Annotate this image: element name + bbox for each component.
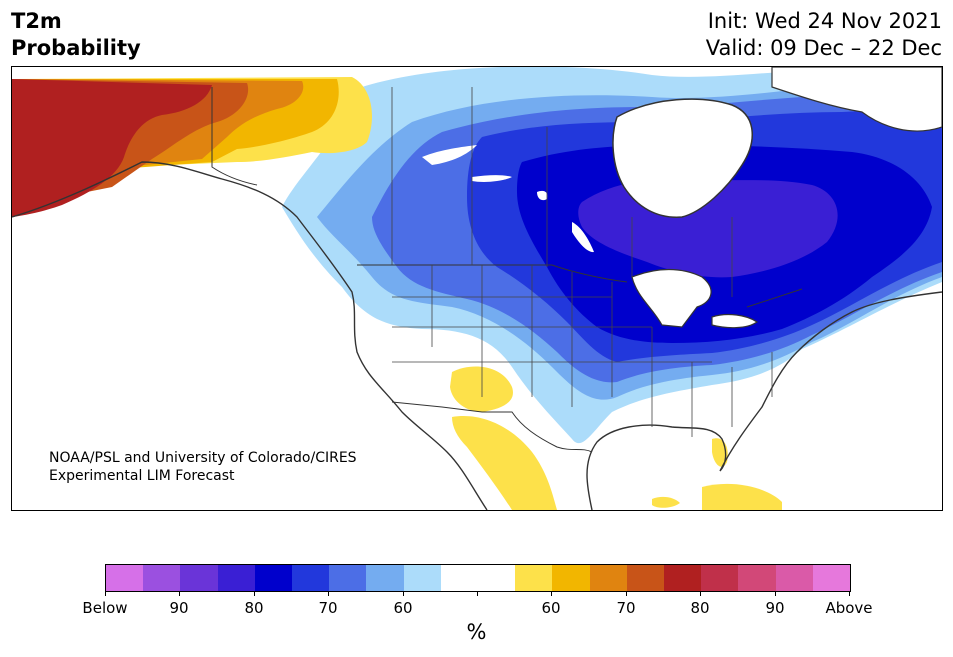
warm-band-80-alaska [12,79,212,217]
colorbar-swatch [106,565,144,591]
colorbar [105,564,851,592]
title-line-1: T2m [11,9,62,33]
chart-title: T2m Probability [11,8,141,62]
us-canada-border [357,264,803,308]
valid-date: Valid: 09 Dec – 22 Dec [705,36,942,60]
colorbar-swatch [403,565,441,591]
probability-map [12,67,942,510]
colorbar-swatch [254,565,293,591]
coastline [12,161,942,510]
map-panel: NOAA/PSL and University of Colorado/CIRE… [11,66,943,511]
colorbar-swatch [440,565,479,591]
colorbar-swatch [292,565,330,591]
colorbar-tick [105,591,106,596]
colorbar-swatch [478,565,516,591]
colorbar-swatch [812,565,851,591]
colorbar-tick-label: 60 [541,599,561,617]
warm-band-55-caribbean [652,496,680,508]
credit-text: NOAA/PSL and University of Colorado/CIRE… [49,449,357,485]
colorbar-swatch [552,565,590,591]
forecast-dates: Init: Wed 24 Nov 2021 Valid: 09 Dec – 22… [706,8,942,62]
colorbar-tick-label: 80 [244,599,264,617]
lake-winnipeg [572,222,594,253]
colorbar-swatch [589,565,627,591]
great-slave-lake [472,175,512,182]
colorbar-tick [403,591,404,596]
colorbar-swatch [180,565,218,591]
colorbar-tick [551,591,552,596]
colorbar-tick [477,591,478,596]
colorbar-swatch [775,565,813,591]
colorbar-swatch [738,565,776,591]
colorbar-tick-label: Below [82,599,128,617]
warm-band-55-baja [452,416,557,510]
colorbar-ticks: Below 90 80 70 60 60 70 80 90 Above [82,591,873,621]
colorbar-tick [775,591,776,596]
credit-line-1: NOAA/PSL and University of Colorado/CIRE… [49,450,357,466]
colorbar-tick [328,591,329,596]
colorbar-tick-label: Above [825,599,873,617]
colorbar-tick-label: 70 [616,599,636,617]
hudson-bay [612,98,753,218]
colorbar-unit-label: % [466,620,487,644]
colorbar-swatch [701,565,739,591]
colorbar-tick [254,591,255,596]
great-lakes [631,268,759,329]
colorbar-swatch [217,565,255,591]
init-date: Init: Wed 24 Nov 2021 [707,9,942,33]
colorbar-swatch [329,565,367,591]
colorbar-swatch [143,565,181,591]
title-line-2: Probability [11,36,141,60]
colorbar-tick [626,591,627,596]
colorbar-tick [849,591,850,596]
province-lines [391,87,733,297]
colorbar-tick-label: 90 [169,599,189,617]
alaska-border [211,87,258,186]
arctic-islands [771,67,942,132]
colorbar-swatch [515,565,553,591]
colorbar-swatch [626,565,665,591]
credit-line-2: Experimental LIM Forecast [49,468,235,484]
warm-band-55-mexico [450,366,513,412]
colorbar-tick [179,591,180,596]
colorbar-tick [700,591,701,596]
great-bear-lake [422,145,477,165]
colorbar-tick-label: 90 [765,599,785,617]
mexico-border [391,401,593,453]
warm-band-55-cuba [702,483,782,510]
colorbar-tick-label: 60 [393,599,413,617]
lake-athabasca [537,190,548,201]
colorbar-tick-label: 70 [318,599,338,617]
state-lines [392,265,773,437]
colorbar-tick-label: 80 [690,599,710,617]
colorbar-swatch [366,565,404,591]
colorbar-swatch [664,565,702,591]
